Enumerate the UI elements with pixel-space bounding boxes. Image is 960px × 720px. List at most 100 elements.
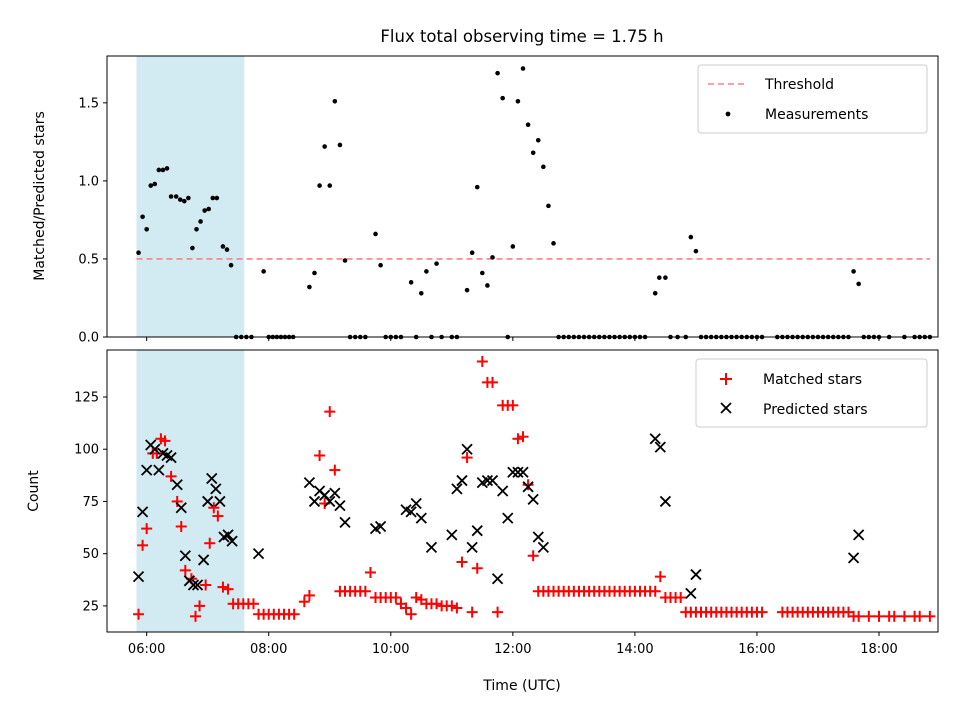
top-plot-frame: [106, 55, 939, 338]
matched-star-point: [476, 355, 488, 367]
matched-star-point: [486, 376, 498, 388]
matched-star-point: [492, 606, 504, 618]
measurement-point: [418, 290, 424, 296]
measurement-point: [520, 66, 526, 71]
predicted-stars-markers: [132, 433, 865, 599]
matched-star-point: [194, 600, 206, 612]
matched-star-point: [359, 585, 371, 597]
predicted-star-point: [649, 433, 661, 445]
measurement-point: [541, 164, 546, 170]
measurement-point: [342, 258, 348, 263]
top-panel: 0.0 0.5 1.0 1.5 Flux total observing time =…: [32, 27, 939, 346]
measurement-point: [337, 142, 343, 148]
predicted-star-point: [425, 541, 438, 554]
legend-matched-label: Matched stars: [763, 372, 862, 388]
measurement-point: [168, 194, 174, 199]
matched-star-point: [288, 608, 300, 620]
measurement-point: [307, 284, 312, 290]
measurement-point: [474, 184, 480, 190]
measurement-point: [693, 248, 699, 254]
measurement-point: [469, 250, 475, 255]
top-y-axis-label: Matched/Predicted stars: [32, 111, 48, 281]
measurement-point: [464, 287, 470, 293]
matched-star-point: [200, 579, 212, 591]
predicted-star-point: [451, 483, 463, 495]
predicted-star-point: [690, 568, 702, 581]
x-tick-label: 10:00: [372, 642, 409, 657]
measurement-point: [160, 167, 166, 173]
matched-star-point: [466, 606, 478, 618]
y-tick-label: 0.0: [78, 331, 99, 346]
measurement-point: [663, 275, 668, 280]
matched-star-point: [471, 562, 483, 574]
x-tick-label: 14:00: [616, 642, 653, 657]
measurement-point: [856, 281, 861, 287]
predicted-star-point: [517, 466, 529, 478]
measurement-point: [480, 270, 485, 276]
measurement-point: [434, 261, 439, 266]
bottom-legend: Matched stars Predicted stars: [695, 358, 928, 428]
bottom-y-axis-label: Count: [26, 470, 42, 512]
matched-star-point: [756, 606, 768, 618]
measurement-point: [186, 195, 191, 201]
measurement-point: [152, 181, 158, 187]
predicted-star-point: [456, 474, 468, 487]
measurement-point: [327, 183, 333, 188]
measurement-point: [312, 270, 317, 276]
predicted-star-point: [497, 485, 509, 497]
bottom-legend-box: [695, 358, 928, 428]
predicted-star-point: [197, 554, 210, 566]
predicted-star-point: [847, 552, 860, 564]
matched-star-point: [179, 564, 191, 576]
top-shaded-interval: [136, 56, 245, 337]
legend-matched-swatch: [720, 373, 732, 385]
predicted-star-point: [206, 472, 218, 485]
predicted-star-point: [410, 497, 422, 510]
matched-star-point: [217, 581, 229, 593]
measurement-point: [485, 283, 490, 288]
matched-star-point: [451, 602, 463, 614]
predicted-star-point: [654, 441, 666, 453]
predicted-star-point: [527, 493, 539, 505]
matched-star-point: [873, 610, 885, 622]
y-tick-label: 75: [82, 495, 99, 510]
predicted-star-point: [149, 443, 161, 455]
legend-predicted-label: Predicted stars: [763, 402, 868, 418]
measurement-point: [220, 244, 226, 249]
measurement-point: [424, 269, 429, 274]
measurement-point: [332, 98, 338, 104]
measurement-point: [688, 234, 694, 240]
predicted-star-point: [226, 535, 238, 547]
measurement-point: [525, 122, 531, 127]
matched-star-point: [888, 610, 900, 622]
top-y-ticks: 0.0 0.5 1.0 1.5: [78, 96, 107, 346]
predicted-star-point: [171, 479, 183, 491]
matched-star-point: [517, 431, 529, 443]
matched-star-point: [853, 610, 865, 622]
matched-star-point: [303, 589, 315, 601]
measurement-point: [652, 290, 658, 296]
matched-star-point: [151, 447, 163, 459]
matched-star-point: [456, 556, 468, 568]
measurement-point: [546, 203, 551, 209]
x-axis-label: Time (UTC): [482, 678, 560, 694]
measurement-point: [210, 195, 216, 201]
matched-star-point: [171, 495, 183, 507]
x-tick-label: 12:00: [494, 642, 531, 657]
x-tick-label: 06:00: [128, 642, 165, 657]
measurement-point: [535, 138, 541, 143]
matched-star-point: [863, 610, 875, 622]
predicted-star-point: [303, 477, 316, 489]
measurement-point: [261, 269, 266, 274]
predicted-star-point: [222, 529, 234, 541]
predicted-star-point: [512, 466, 524, 478]
predicted-star-point: [853, 529, 865, 541]
y-tick-label: 25: [82, 599, 99, 614]
measurement-point: [224, 247, 230, 252]
matched-star-point: [364, 566, 376, 578]
measurement-point: [190, 245, 195, 251]
matched-star-point: [914, 610, 926, 622]
legend-predicted-swatch: [720, 402, 732, 414]
predicted-star-point: [153, 464, 165, 476]
matched-star-point: [649, 585, 661, 597]
